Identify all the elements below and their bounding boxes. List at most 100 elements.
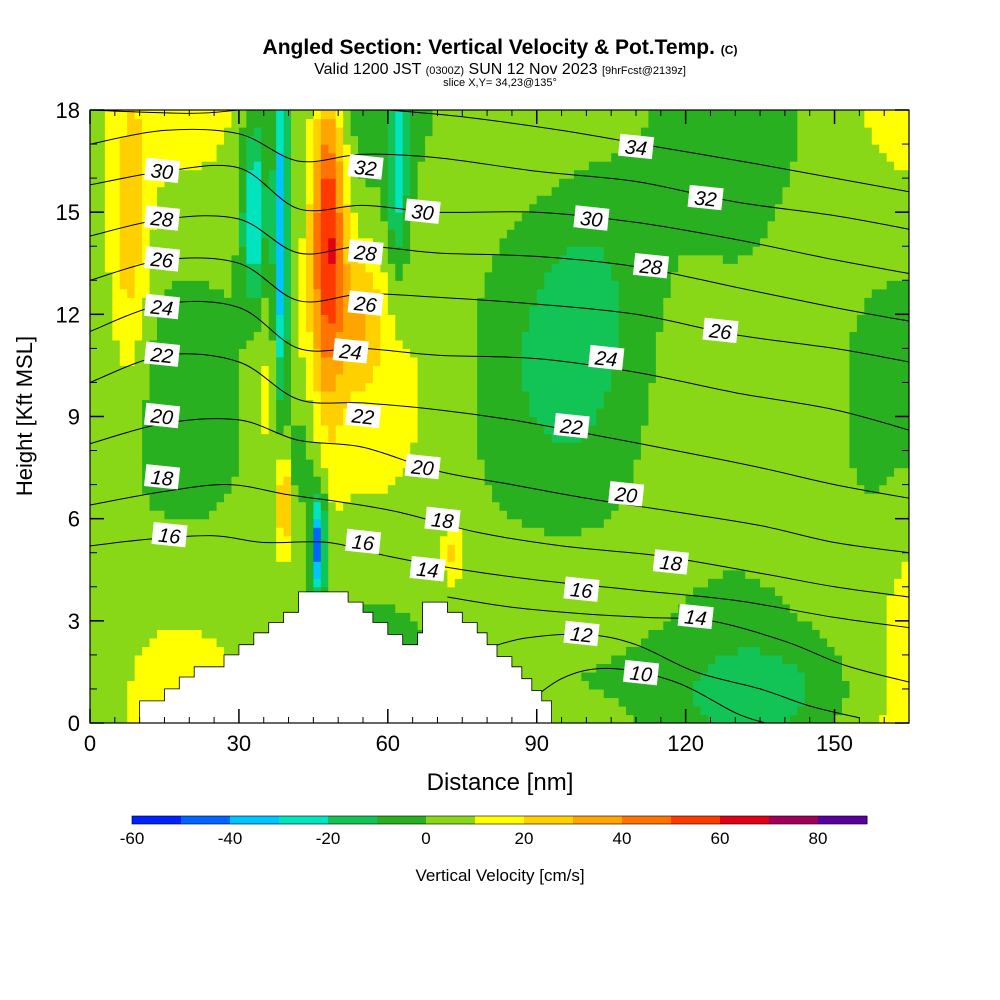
field-cell: [722, 535, 731, 545]
field-cell: [551, 399, 560, 409]
field-cell: [216, 407, 225, 418]
field-cell: [224, 603, 233, 613]
field-cell: [834, 688, 843, 699]
field-cell: [104, 714, 113, 723]
field-cell: [886, 612, 895, 622]
field-cell: [484, 425, 493, 435]
field-cell: [856, 646, 865, 656]
field-cell: [745, 569, 754, 579]
field-cell: [789, 510, 798, 520]
field-cell: [171, 654, 180, 665]
field-cell: [559, 535, 568, 545]
field-cell: [633, 348, 642, 358]
field-cell: [715, 680, 724, 690]
field-cell: [171, 663, 180, 673]
field-cell: [157, 425, 166, 435]
field-cell: [514, 595, 523, 605]
field-cell: [730, 654, 739, 665]
field-cell: [603, 595, 612, 605]
field-cell: [343, 586, 352, 596]
field-cell: [454, 433, 463, 443]
field-cell: [521, 510, 530, 520]
field-cell: [499, 484, 508, 494]
field-cell: [544, 407, 553, 418]
field-cell: [171, 671, 180, 682]
field-cell: [395, 459, 404, 469]
field-cell: [119, 586, 128, 596]
field-cell: [760, 484, 769, 494]
field-cell: [804, 552, 813, 562]
field-cell: [566, 705, 575, 716]
field-cell: [335, 527, 344, 537]
field-cell: [402, 365, 411, 375]
field-cell: [640, 518, 650, 528]
field-cell: [395, 442, 404, 452]
field-cell: [640, 569, 650, 579]
field-cell: [291, 493, 300, 503]
field-cell: [827, 586, 836, 596]
field-cell: [573, 348, 582, 358]
field-cell: [499, 527, 508, 537]
field-cell: [693, 416, 702, 426]
field-cell: [782, 697, 791, 707]
field-cell: [90, 484, 99, 494]
field-cell: [670, 603, 679, 613]
field-cell: [112, 646, 121, 656]
field-cell: [611, 416, 620, 426]
field-cell: [715, 637, 724, 647]
field-cell: [819, 339, 828, 349]
field-cell: [901, 612, 909, 622]
field-cell: [722, 476, 731, 486]
field-cell: [559, 586, 568, 596]
field-cell: [171, 493, 180, 503]
field-cell: [216, 654, 225, 665]
field-cell: [268, 331, 277, 341]
field-cell: [112, 399, 121, 409]
field-cell: [104, 620, 113, 630]
field-cell: [834, 442, 843, 452]
field-cell: [261, 467, 270, 477]
field-cell: [447, 535, 456, 545]
field-cell: [819, 467, 828, 477]
field-cell: [782, 510, 791, 520]
field-cell: [611, 407, 620, 418]
field-cell: [812, 382, 821, 392]
field-cell: [484, 390, 493, 401]
field-cell: [626, 365, 635, 375]
field-cell: [655, 365, 664, 375]
field-cell: [722, 603, 731, 613]
field-cell: [506, 450, 515, 460]
field-cell: [432, 595, 441, 605]
field-cell: [358, 561, 367, 571]
field-cell: [752, 348, 761, 358]
field-cell: [536, 382, 545, 392]
field-cell: [745, 416, 754, 426]
field-cell: [856, 459, 865, 469]
field-cell: [320, 339, 329, 349]
field-cell: [335, 467, 344, 477]
field-cell: [707, 510, 717, 520]
field-cell: [97, 586, 106, 596]
field-cell: [611, 552, 620, 562]
field-cell: [484, 459, 493, 469]
field-cell: [238, 407, 247, 418]
field-cell: [372, 442, 381, 452]
field-cell: [439, 339, 448, 349]
field-cell: [97, 425, 106, 435]
field-cell: [700, 637, 709, 647]
field-cell: [841, 416, 851, 426]
field-cell: [789, 459, 798, 469]
field-cell: [782, 646, 791, 656]
field-cell: [789, 442, 798, 452]
field-cell: [707, 382, 717, 392]
field-cell: [819, 450, 828, 460]
field-cell: [596, 569, 605, 579]
field-cell: [186, 654, 195, 665]
field-cell: [276, 586, 285, 596]
field-cell: [760, 373, 769, 384]
field-cell: [157, 544, 166, 554]
field-cell: [454, 416, 463, 426]
field-cell: [804, 459, 813, 469]
field-cell: [506, 544, 515, 554]
field-cell: [492, 620, 501, 630]
